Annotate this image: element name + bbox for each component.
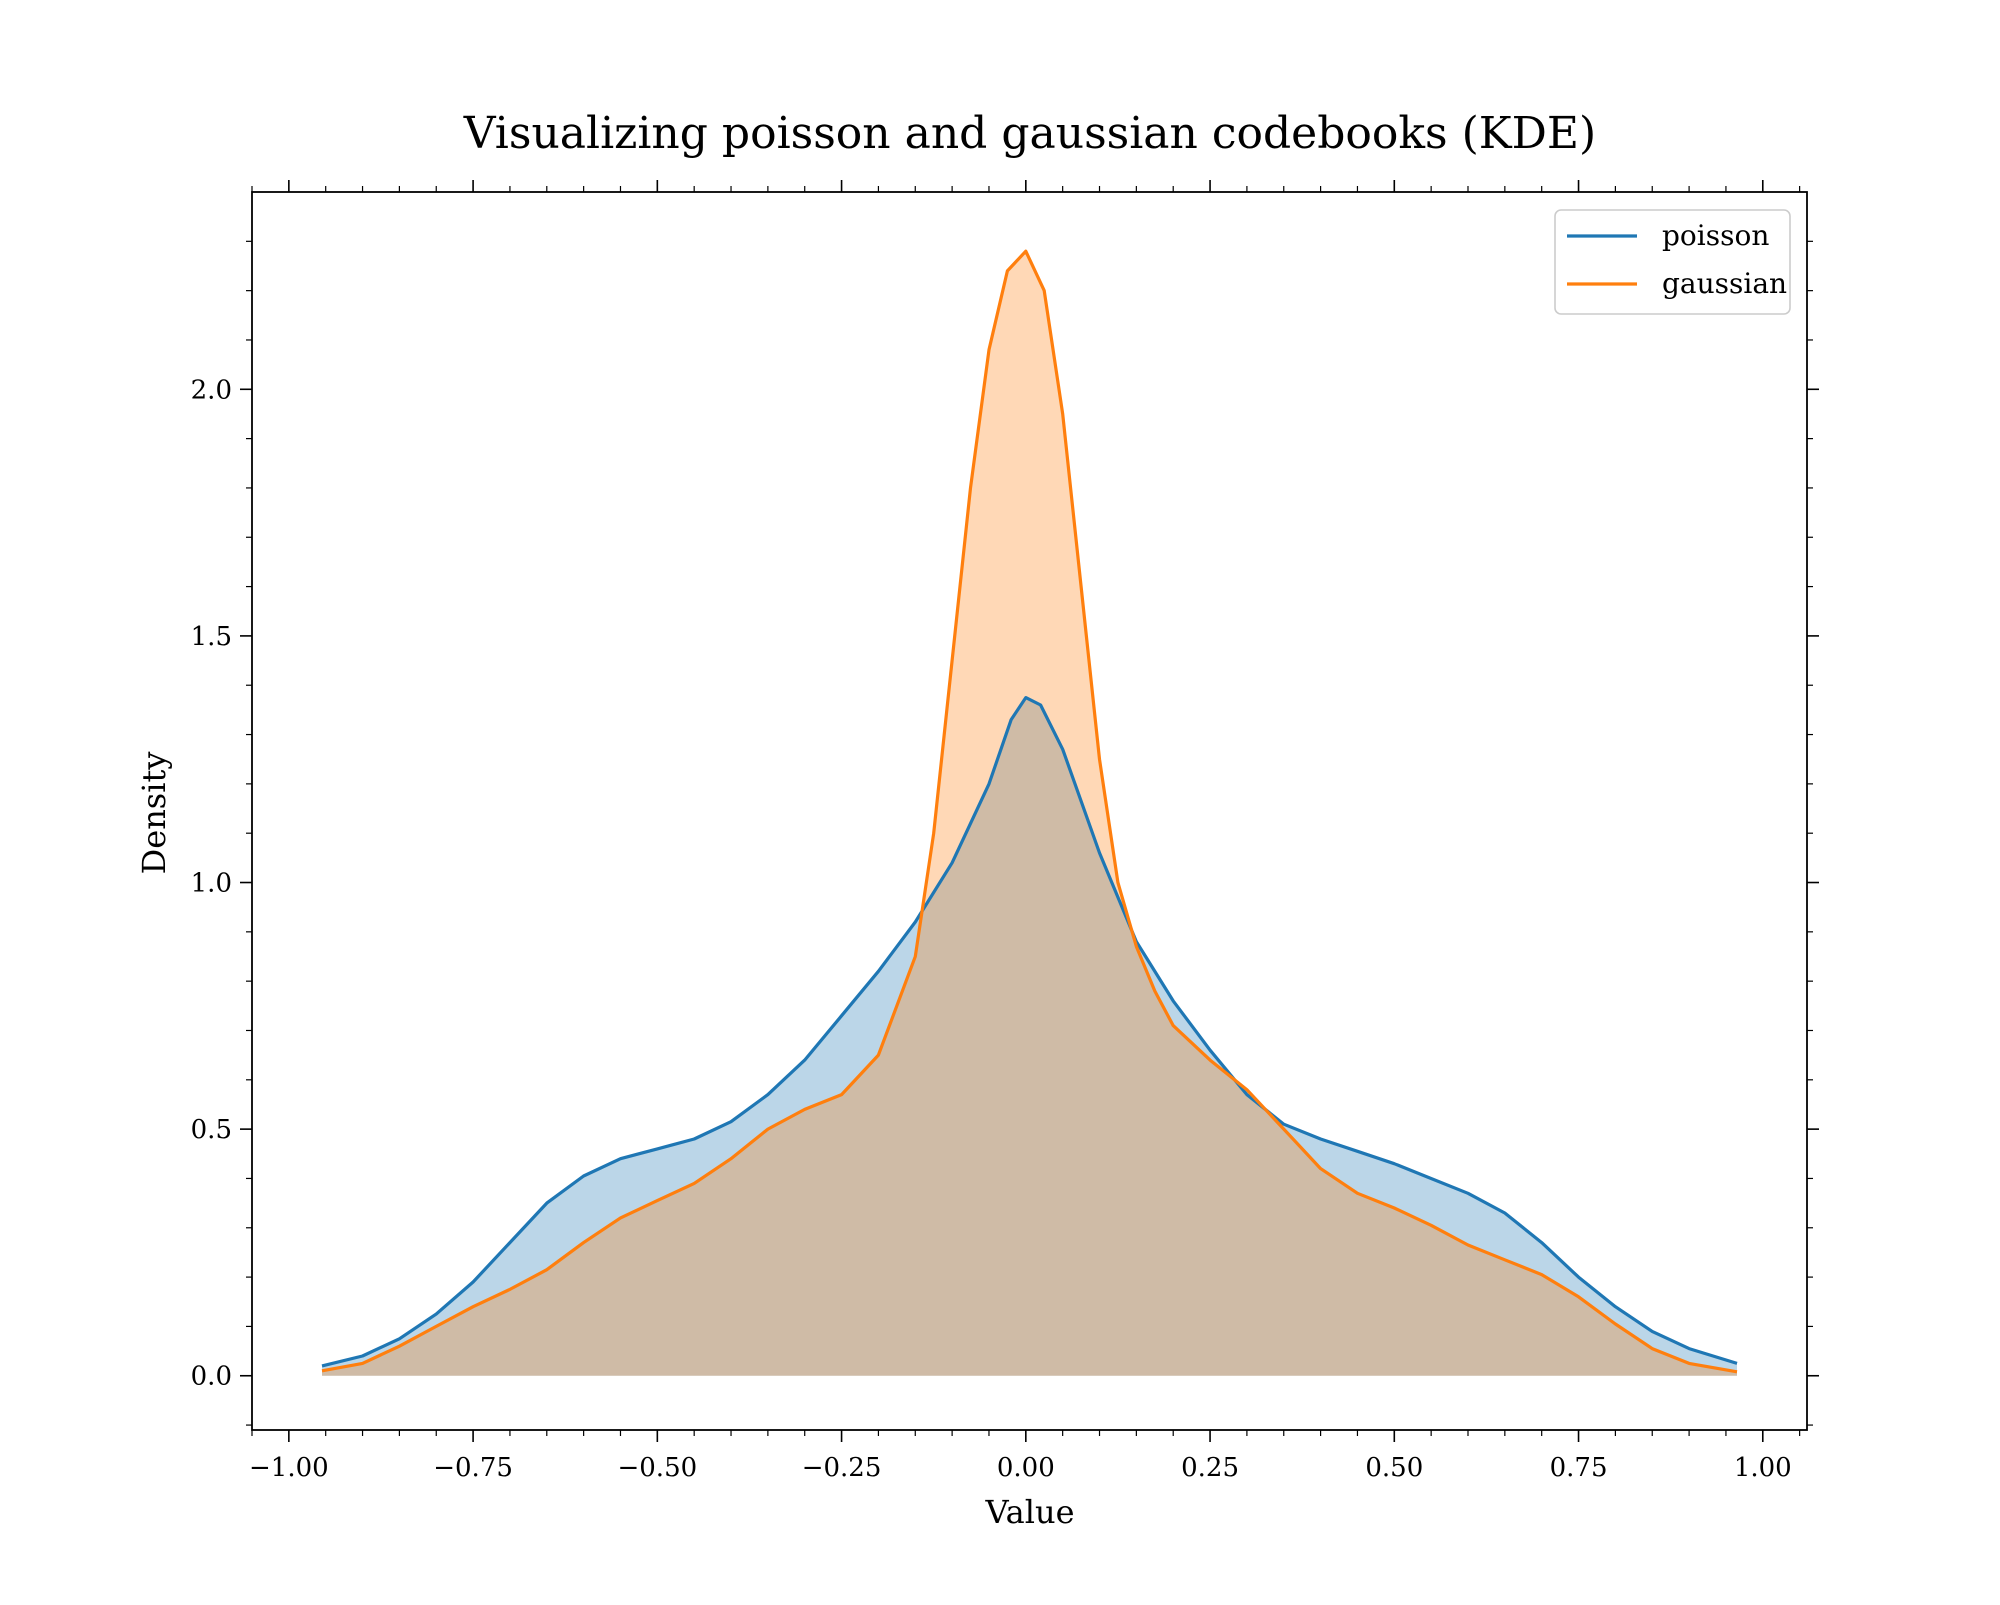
x-tick-label: 0.25 [1181,1453,1239,1483]
x-tick-label: 1.00 [1734,1453,1792,1483]
x-tick-label: 0.50 [1365,1453,1423,1483]
plot-frame [251,191,1808,1431]
chart-title: Visualizing poisson and gaussian codeboo… [463,108,1596,159]
line-layer [321,249,1738,1374]
legend-label-gaussian: gaussian [1662,267,1787,300]
legend: poisson gaussian [1554,209,1791,315]
fill-layer [322,251,1737,1376]
x-tick-label: −0.75 [433,1453,513,1483]
x-tick-label: −1.00 [249,1453,329,1483]
series-fill-gaussian [322,251,1737,1376]
series-line-gaussian [321,249,1738,1374]
legend-label-poisson: poisson [1662,219,1769,252]
x-tick-label: −0.50 [617,1453,697,1483]
x-tick-label: −0.25 [802,1453,882,1483]
y-tick-label: 1.0 [191,869,232,899]
axes-layer: −1.00 −0.75 −0.50 −0.25 0.00 0.25 0.50 0.75 1.00… [191,180,1819,1483]
x-axis-label: Value [984,1493,1074,1531]
x-tick-label: 0.00 [997,1453,1055,1483]
y-tick-label: 2.0 [191,375,232,405]
series-line-poisson [321,696,1738,1368]
y-axis-label: Density [135,752,173,875]
y-tick-label: 1.5 [191,622,232,652]
y-tick-label: 0.5 [191,1115,232,1145]
series-fill-poisson [322,697,1737,1376]
x-tick-label: 0.75 [1550,1453,1608,1483]
y-tick-label: 0.0 [191,1362,232,1392]
